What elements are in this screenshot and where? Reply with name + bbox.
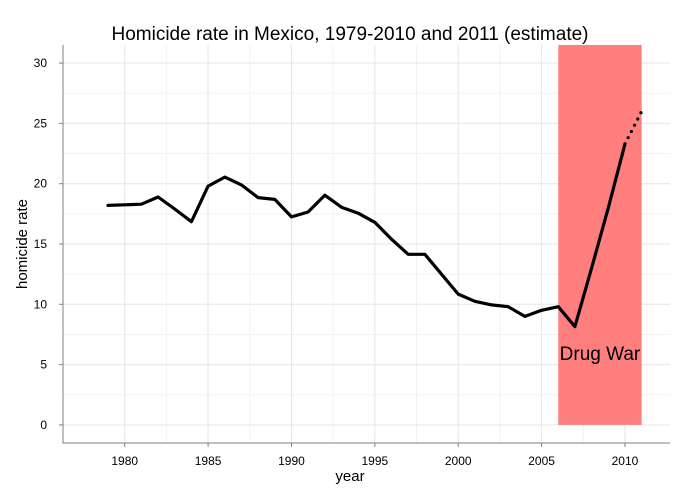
drug-war-label: Drug War bbox=[560, 344, 641, 365]
x-tick-label: 2000 bbox=[445, 454, 472, 468]
homicide-rate-line bbox=[106, 142, 627, 329]
y-tick-label: 15 bbox=[34, 237, 48, 251]
x-tick-label: 2010 bbox=[612, 454, 639, 468]
annotation-labels: Drug War bbox=[560, 344, 641, 365]
y-tick-label: 5 bbox=[40, 358, 47, 372]
y-axis-title: homicide rate bbox=[14, 199, 31, 289]
x-axis-title: year bbox=[335, 468, 364, 485]
x-tick-label: 1995 bbox=[361, 454, 388, 468]
x-tick-label: 1990 bbox=[278, 454, 305, 468]
y-tick-label: 30 bbox=[34, 56, 48, 70]
x-tick-label: 2005 bbox=[528, 454, 555, 468]
y-axis-ticks: 0 5 10 15 20 25 30 bbox=[34, 56, 63, 432]
data-lines bbox=[106, 109, 644, 329]
axis-frame bbox=[62, 45, 670, 444]
x-tick-label: 1985 bbox=[195, 454, 222, 468]
x-axis-ticks: 1980 1985 1990 1995 2000 2005 2010 bbox=[111, 443, 639, 468]
y-tick-label: 25 bbox=[34, 116, 48, 130]
chart-title: Homicide rate in Mexico, 1979-2010 and 2… bbox=[111, 24, 588, 45]
x-tick-label: 1980 bbox=[111, 454, 138, 468]
y-tick-label: 10 bbox=[34, 297, 48, 311]
y-tick-label: 20 bbox=[34, 177, 48, 191]
estimate-line bbox=[623, 109, 644, 146]
y-tick-label: 0 bbox=[40, 418, 47, 432]
